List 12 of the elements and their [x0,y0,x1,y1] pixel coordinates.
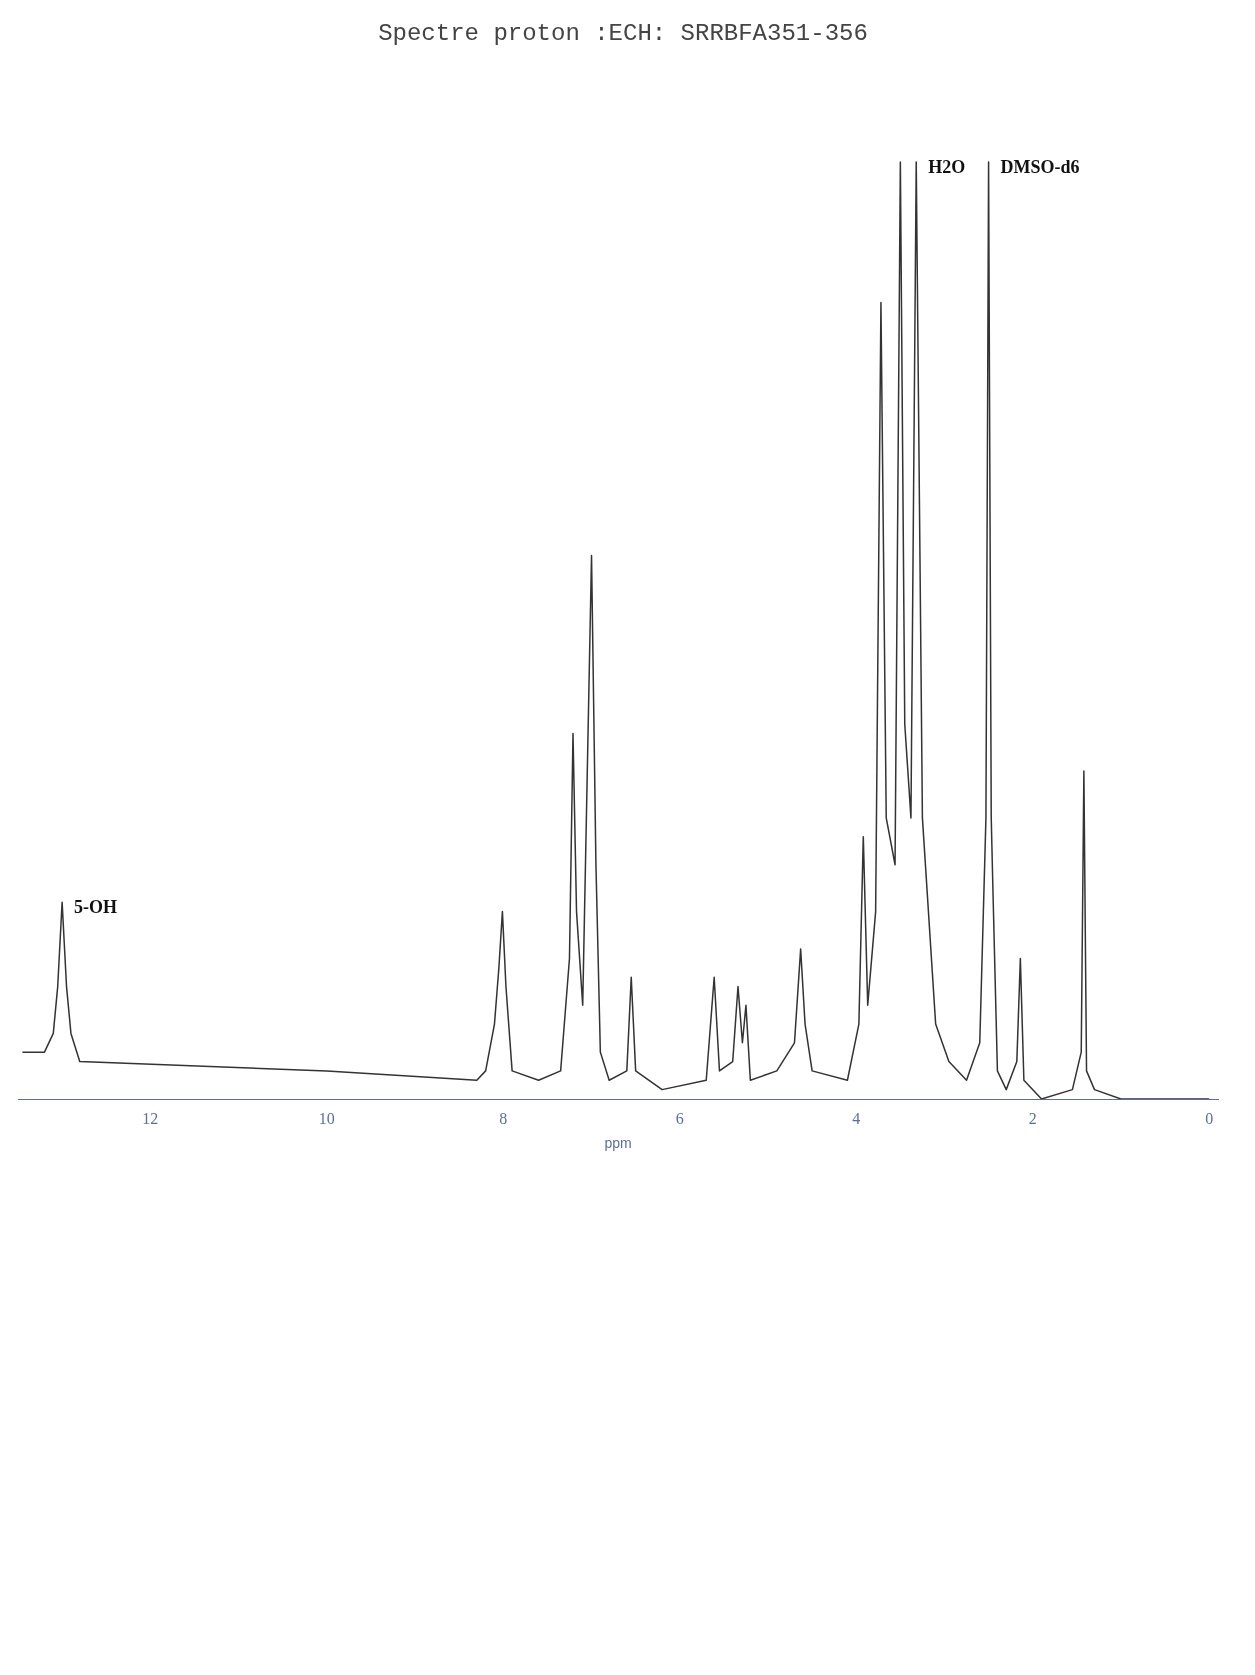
x-tick-label: 2 [1028,1109,1037,1127]
x-tick-label: 10 [318,1109,335,1127]
chart-title: Spectre proton :ECH: SRRBFA351-356 [377,20,869,47]
x-tick-label: 8 [499,1109,508,1127]
annotation: H2O [928,156,966,177]
x-tick-label: 6 [675,1109,684,1127]
x-tick-label: 0 [1205,1109,1214,1127]
annotation: DMSO-d6 [1000,156,1080,177]
x-tick-label: 12 [142,1109,159,1127]
x-axis-title: ppm [604,1135,632,1152]
x-tick-label: 4 [852,1109,861,1127]
annotation: 5-OH [74,896,118,917]
